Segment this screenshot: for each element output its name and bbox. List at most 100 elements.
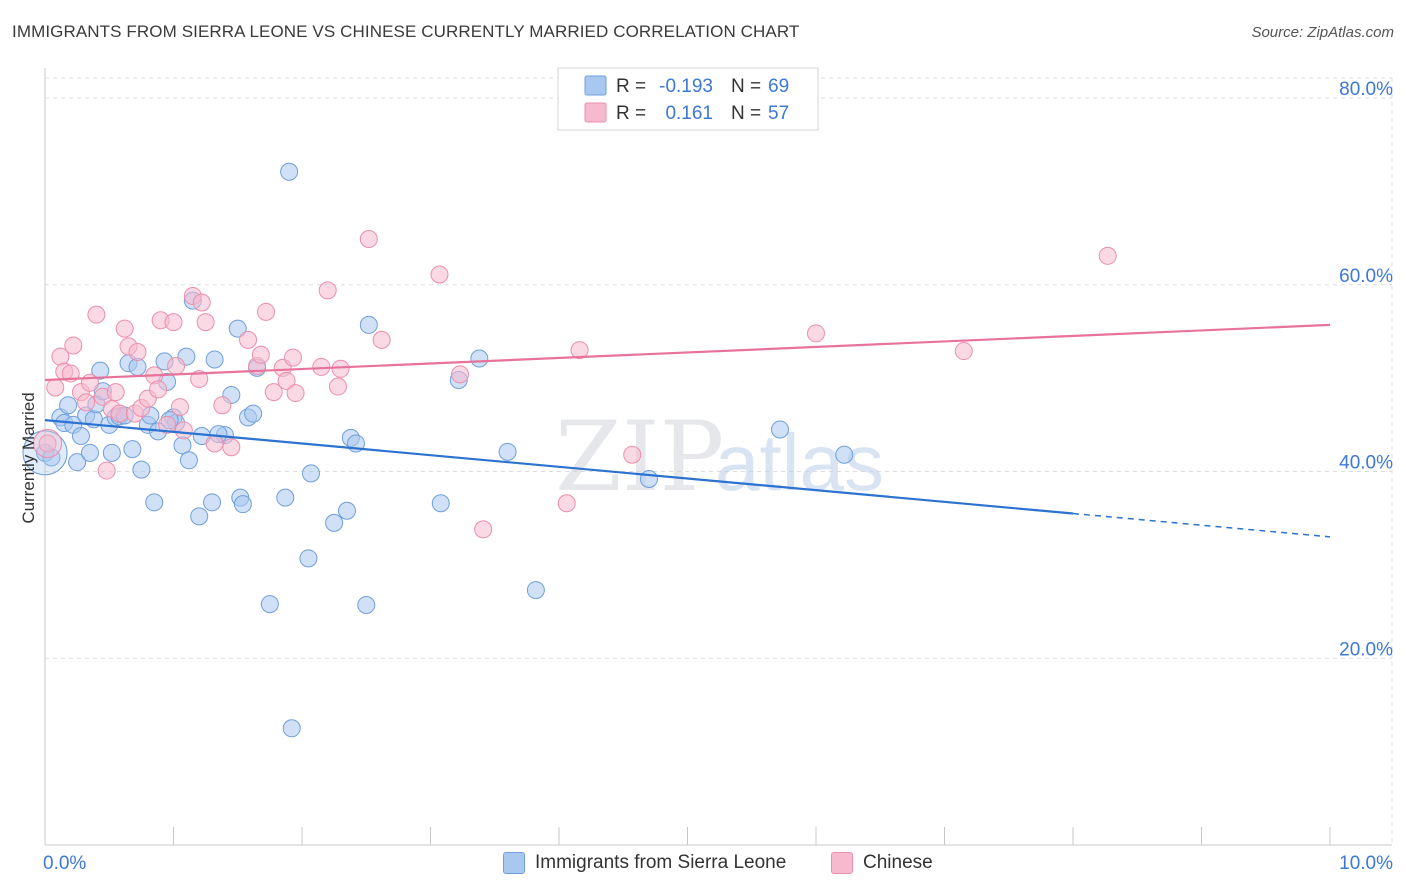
data-point-chinese <box>222 438 241 457</box>
data-point-chinese <box>807 324 825 343</box>
data-point-chinese <box>286 384 305 403</box>
legend-n-label-blue: N = <box>731 76 761 97</box>
legend-label-sierra-leone: Immigrants from Sierra Leone <box>535 852 787 873</box>
legend-r-value-blue: -0.193 <box>659 76 713 97</box>
data-point-chinese <box>372 330 391 349</box>
data-point-chinese <box>257 302 276 321</box>
data-point-sierra-leone <box>233 495 252 514</box>
watermark-atlas: atlas <box>715 418 884 507</box>
legend-r-label-pink: R = <box>616 103 646 124</box>
data-point-sierra-leone <box>244 404 263 423</box>
data-point-sierra-leone <box>301 464 320 483</box>
data-point-sierra-leone <box>357 596 376 615</box>
data-point-chinese <box>451 365 470 384</box>
legend-label-chinese: Chinese <box>863 852 933 873</box>
data-point-sierra-leone <box>179 451 198 470</box>
x-tick-label-min: 0.0% <box>43 853 86 874</box>
legend-r-value-pink: 0.161 <box>665 103 713 124</box>
legend-item-sierra-leone: Immigrants from Sierra Leone <box>503 852 786 874</box>
data-point-chinese <box>623 445 642 464</box>
data-point-chinese <box>570 341 589 360</box>
y-axis-label: Currently Married <box>19 392 38 523</box>
series-pink-points <box>33 230 1117 539</box>
data-point-sierra-leone <box>337 501 356 520</box>
tick-labels: 80.0% 60.0% 40.0% 20.0% 0.0% 10.0% <box>43 79 1393 874</box>
data-point-chinese <box>167 356 186 375</box>
data-point-chinese <box>196 313 215 332</box>
legend-swatch-sierra-leone <box>503 852 525 874</box>
data-point-sierra-leone <box>526 581 545 600</box>
y-tick-label: 80.0% <box>1339 79 1393 100</box>
trend-line-chinese <box>44 323 1331 382</box>
data-point-chinese <box>474 520 493 539</box>
data-point-sierra-leone <box>835 445 854 464</box>
data-point-sierra-leone <box>282 719 301 738</box>
data-point-chinese <box>106 383 125 402</box>
data-point-chinese <box>284 348 303 367</box>
data-point-sierra-leone <box>205 350 224 369</box>
data-point-sierra-leone <box>91 361 110 380</box>
data-point-sierra-leone <box>276 488 295 507</box>
legend-r-label-blue: R = <box>616 76 646 97</box>
data-point-sierra-leone <box>203 493 222 512</box>
data-point-sierra-leone <box>639 469 658 488</box>
data-point-sierra-leone <box>260 595 279 614</box>
data-point-sierra-leone <box>102 443 121 462</box>
data-point-sierra-leone <box>359 315 378 334</box>
data-point-chinese <box>164 313 183 332</box>
data-point-chinese <box>277 371 296 390</box>
correlation-legend: R = -0.193 N = 69 R = 0.161 N = 57 <box>557 67 819 131</box>
data-point-chinese <box>251 345 270 364</box>
data-point-chinese <box>174 421 193 440</box>
legend-swatch-pink <box>584 102 607 123</box>
data-point-sierra-leone <box>498 442 517 461</box>
data-point-chinese <box>149 380 168 399</box>
data-point-sierra-leone <box>280 162 299 181</box>
data-point-chinese <box>359 230 378 249</box>
source-label: Source: ZipAtlas.com <box>1251 24 1394 41</box>
data-point-sierra-leone <box>123 440 142 459</box>
data-point-sierra-leone <box>71 427 90 446</box>
legend-n-label-pink: N = <box>731 103 761 124</box>
trend-line-sierra-leone <box>44 419 1074 515</box>
data-point-chinese <box>190 370 209 389</box>
data-point-sierra-leone <box>145 493 164 512</box>
data-point-chinese <box>110 404 129 423</box>
data-point-chinese <box>954 342 973 361</box>
legend-n-value-pink: 57 <box>768 103 789 124</box>
legend-item-chinese: Chinese <box>831 852 933 874</box>
data-point-chinese <box>331 359 350 378</box>
data-point-chinese <box>1098 246 1117 265</box>
data-point-chinese <box>115 319 134 338</box>
data-point-chinese <box>264 383 283 402</box>
data-point-chinese <box>46 378 65 397</box>
data-point-chinese <box>77 393 96 412</box>
data-point-chinese <box>192 293 211 312</box>
legend-swatch-chinese <box>831 852 853 874</box>
legend-swatch-blue <box>584 75 607 96</box>
data-point-sierra-leone <box>80 443 99 462</box>
data-point-chinese <box>430 265 449 284</box>
data-point-chinese <box>557 494 576 513</box>
data-point-chinese <box>87 305 106 324</box>
data-point-sierra-leone <box>431 494 450 513</box>
data-point-sierra-leone <box>173 436 192 455</box>
y-tick-label: 40.0% <box>1339 453 1393 474</box>
data-point-sierra-leone <box>771 420 790 439</box>
trend-line-sierra-leone-extension <box>1072 512 1331 538</box>
data-point-sierra-leone <box>299 549 318 568</box>
data-point-chinese <box>318 281 337 300</box>
data-point-chinese-cluster <box>33 428 63 458</box>
data-point-chinese <box>239 330 258 349</box>
data-point-chinese <box>128 342 147 361</box>
legend-n-value-blue: 69 <box>768 76 789 97</box>
data-point-chinese <box>38 434 57 453</box>
data-point-chinese <box>64 336 83 355</box>
data-point-sierra-leone <box>228 319 247 338</box>
data-point-chinese <box>158 415 177 434</box>
data-point-sierra-leone <box>132 460 151 479</box>
data-point-chinese <box>205 434 224 453</box>
y-tick-label: 20.0% <box>1339 639 1393 660</box>
data-point-chinese <box>328 377 347 396</box>
